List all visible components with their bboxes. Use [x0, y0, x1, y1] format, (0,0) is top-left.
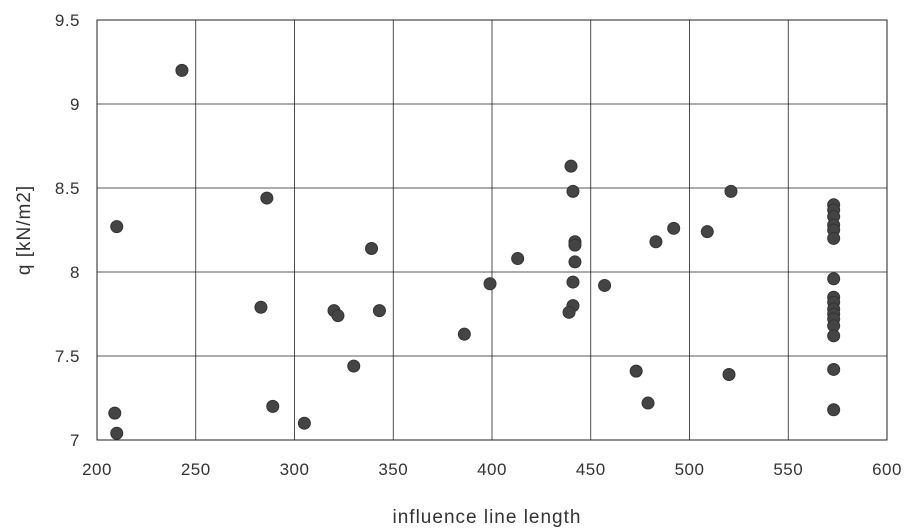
x-tick-label: 200 [82, 460, 112, 479]
data-point [457, 327, 471, 341]
y-tick-label: 9 [70, 95, 80, 114]
data-point [629, 364, 643, 378]
data-point [827, 362, 841, 376]
data-point [649, 235, 663, 249]
data-point [568, 255, 582, 269]
x-tick-label: 250 [181, 460, 211, 479]
gridlines [96, 19, 888, 441]
data-point [254, 300, 268, 314]
data-point [108, 406, 122, 420]
x-tick-label: 550 [773, 460, 803, 479]
data-point [827, 272, 841, 286]
y-tick-label: 9.5 [55, 11, 80, 30]
data-point [175, 63, 189, 77]
data-point [700, 225, 714, 239]
y-tick-label: 7 [70, 431, 80, 450]
data-point [724, 184, 738, 198]
data-point [722, 367, 736, 381]
data-point [641, 396, 655, 410]
data-point [365, 241, 379, 255]
data-point [260, 191, 274, 205]
data-point [110, 220, 124, 234]
y-tick-label: 8 [70, 263, 80, 282]
y-tick-label: 7.5 [55, 347, 80, 366]
data-point [562, 305, 576, 319]
x-tick-label: 350 [378, 460, 408, 479]
data-point [827, 231, 841, 245]
data-point [483, 277, 497, 291]
data-point [667, 221, 681, 235]
data-point [511, 252, 525, 266]
data-point [266, 399, 280, 413]
data-point [598, 278, 612, 292]
data-point [827, 329, 841, 343]
y-tick-label: 8.5 [55, 179, 80, 198]
data-point [564, 159, 578, 173]
data-point [568, 238, 582, 252]
x-tick-label: 450 [576, 460, 606, 479]
data-point [331, 309, 345, 323]
x-axis-tick-labels: 200 250 300 350 400 450 500 550 600 [82, 460, 902, 479]
y-axis-title: q [kN/m2] [14, 185, 35, 275]
data-point [827, 403, 841, 417]
x-tick-label: 600 [872, 460, 902, 479]
x-axis-title: influence line length [393, 507, 582, 528]
x-tick-label: 400 [477, 460, 507, 479]
data-point [347, 359, 361, 373]
data-point [372, 304, 386, 318]
data-point [110, 426, 124, 440]
data-point [297, 416, 311, 430]
data-point [566, 275, 580, 289]
x-tick-label: 500 [675, 460, 705, 479]
data-points [108, 63, 841, 440]
data-point [566, 184, 580, 198]
x-tick-label: 300 [280, 460, 310, 479]
y-axis-tick-labels: 7 7.5 8 8.5 9 9.5 [55, 11, 80, 450]
